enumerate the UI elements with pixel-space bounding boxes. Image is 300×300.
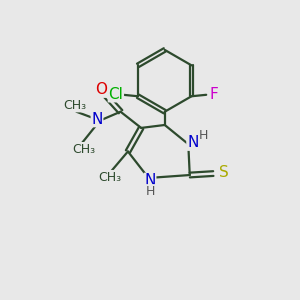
Text: CH₃: CH₃ — [99, 171, 122, 184]
Text: H: H — [145, 185, 155, 198]
Text: S: S — [219, 166, 229, 181]
Text: N: N — [91, 112, 103, 127]
Text: CH₃: CH₃ — [72, 142, 95, 156]
Text: N: N — [187, 135, 198, 150]
Text: N: N — [144, 173, 156, 188]
Text: F: F — [209, 87, 218, 102]
Text: H: H — [199, 129, 208, 142]
Text: Cl: Cl — [108, 87, 123, 102]
Text: CH₃: CH₃ — [63, 99, 86, 112]
Text: O: O — [95, 82, 107, 97]
